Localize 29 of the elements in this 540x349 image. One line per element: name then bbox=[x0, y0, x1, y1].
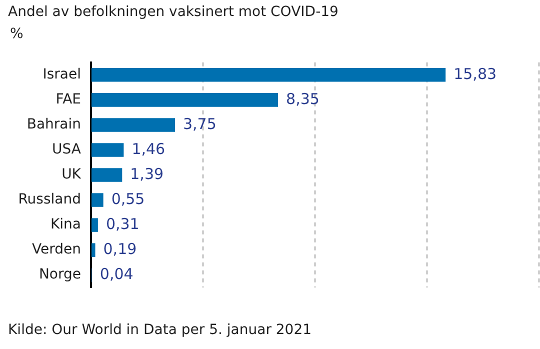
chart-title: Andel av befolkningen vaksinert mot COVID-19 bbox=[8, 4, 338, 20]
data-label: 8,35 bbox=[286, 90, 320, 108]
data-label: 0,31 bbox=[106, 214, 140, 233]
bar bbox=[92, 168, 122, 182]
bar bbox=[92, 243, 96, 257]
y-tick-label: Russland bbox=[18, 192, 81, 208]
text: Kilde: Our World in Data per 5. januar 2021 bbox=[8, 322, 312, 338]
y-tick-label: Bahrain bbox=[26, 116, 81, 133]
data-label: 3,75 bbox=[183, 114, 216, 133]
bar bbox=[92, 68, 446, 82]
y-tick-label: Kina bbox=[50, 216, 81, 233]
bar bbox=[92, 118, 175, 132]
bar bbox=[92, 218, 98, 232]
y-tick-label: Verden bbox=[32, 242, 81, 258]
y-tick-label: FAE bbox=[56, 92, 81, 108]
data-label: 1,46 bbox=[132, 140, 166, 158]
data-label: 1,39 bbox=[130, 164, 164, 183]
data-label: 0,19 bbox=[103, 240, 137, 258]
data-label: 0,55 bbox=[111, 190, 145, 208]
bar bbox=[92, 193, 104, 207]
y-tick-label: Norge bbox=[38, 266, 81, 283]
y-tick-label: UK bbox=[62, 166, 82, 183]
y-axis-title: % bbox=[10, 26, 24, 42]
y-tick-label: Israel bbox=[42, 66, 81, 83]
y-tick-label: USA bbox=[52, 142, 82, 158]
bar bbox=[92, 143, 124, 157]
bar bbox=[92, 93, 278, 107]
data-label: 15,83 bbox=[454, 64, 497, 83]
data-label: 0,04 bbox=[100, 264, 134, 283]
